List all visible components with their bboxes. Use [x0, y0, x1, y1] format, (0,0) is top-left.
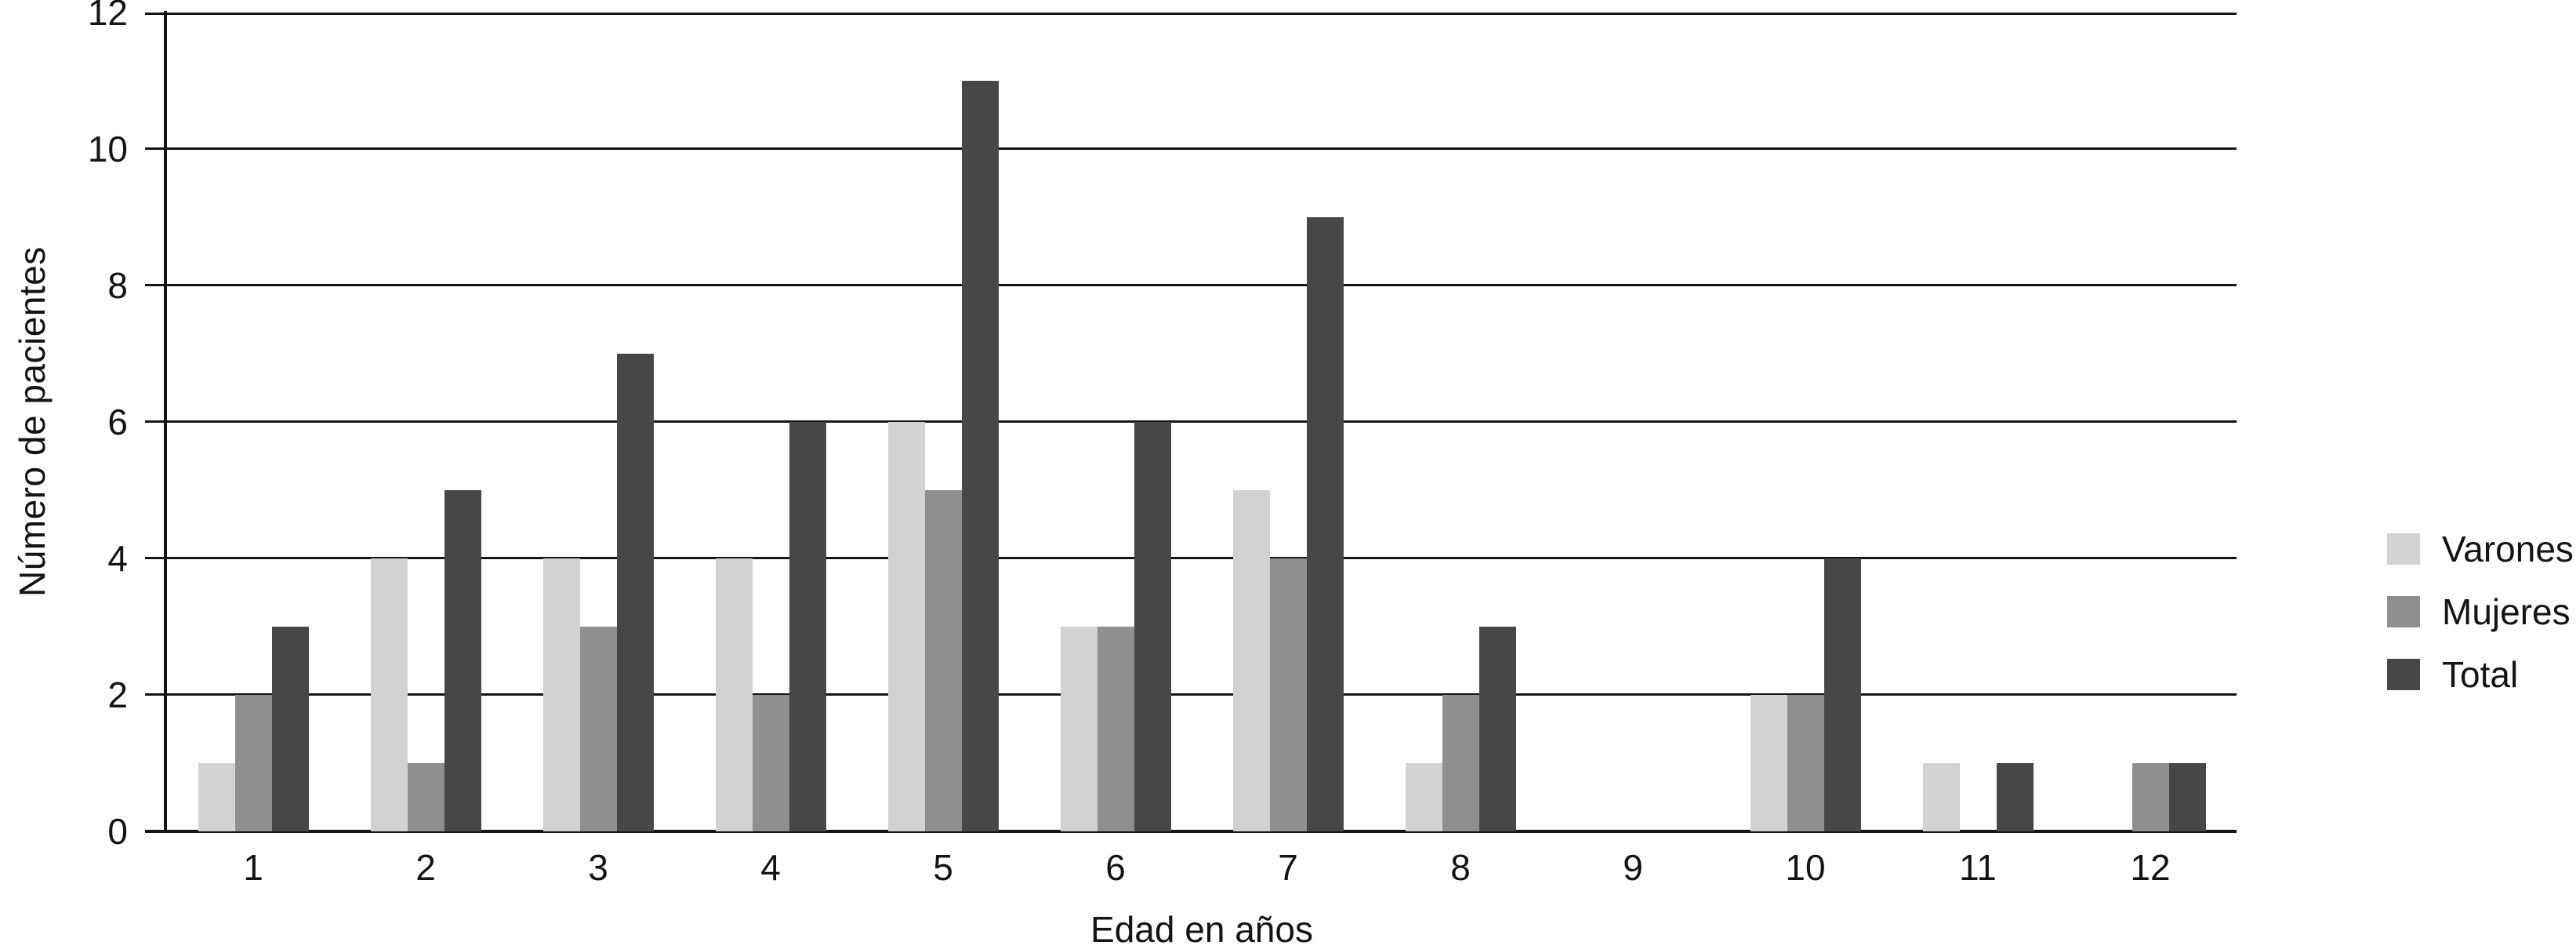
x-tick-label-11: 11: [1959, 847, 1997, 888]
bar-mujeres-age-12: [2132, 763, 2169, 831]
gridline-layer: [145, 13, 2237, 833]
bar-total-age-10: [1823, 558, 1861, 831]
bar-mujeres-age-2: [407, 763, 444, 831]
y-gridline-12: [145, 13, 2237, 15]
bar-varones-age-2: [370, 558, 408, 831]
bar-varones-age-4: [715, 558, 753, 831]
y-gridline-2: [145, 693, 2237, 696]
bar-group-age-8: [1374, 13, 1547, 831]
bar-varones-age-11: [1922, 763, 1960, 831]
legend-swatch-total: [2387, 659, 2420, 690]
x-tick-label-1: 1: [243, 847, 263, 888]
y-gridline-6: [145, 420, 2237, 423]
bar-total-age-5: [961, 81, 999, 831]
bar-group-age-4: [684, 13, 857, 831]
bar-group-age-6: [1029, 13, 1202, 831]
bar-varones-age-6: [1060, 627, 1098, 831]
bar-total-age-7: [1306, 217, 1344, 831]
x-tick-label-7: 7: [1278, 847, 1298, 888]
bar-mujeres-age-10: [1787, 695, 1824, 831]
bar-total-age-4: [789, 422, 826, 831]
legend-item-varones: Varones: [2387, 529, 2574, 569]
y-tick-label-6: 6: [107, 402, 128, 442]
legend-item-total: Total: [2387, 654, 2574, 695]
bar-total-age-3: [616, 354, 654, 831]
y-tick-label-8: 8: [107, 265, 128, 306]
bar-total-age-12: [2168, 763, 2206, 831]
bar-group-age-3: [512, 13, 684, 831]
bar-varones-age-8: [1405, 763, 1442, 831]
y-gridline-8: [145, 284, 2237, 286]
bar-group-age-11: [1892, 13, 2064, 831]
bar-mujeres-age-3: [579, 627, 617, 831]
bar-varones-age-5: [887, 422, 925, 831]
y-tick-label-2: 2: [107, 674, 128, 715]
x-tick-label-4: 4: [760, 847, 781, 888]
x-tick-label-9: 9: [1623, 847, 1643, 888]
bar-group-age-5: [857, 13, 1029, 831]
bar-group-age-10: [1719, 13, 1892, 831]
legend-label-mujeres: Mujeres: [2442, 591, 2571, 632]
legend-swatch-varones: [2387, 533, 2420, 565]
x-tick-label-3: 3: [588, 847, 608, 888]
bar-mujeres-age-1: [234, 695, 272, 831]
legend: Varones Mujeres Total: [2387, 529, 2574, 722]
bar-mujeres-age-7: [1269, 558, 1307, 831]
bar-total-age-1: [271, 627, 309, 831]
bar-group-age-12: [2064, 13, 2237, 831]
bar-group-age-9: [1547, 13, 1719, 831]
bar-mujeres-age-4: [752, 695, 789, 831]
y-gridline-0: [145, 830, 2237, 833]
y-tick-label-4: 4: [107, 538, 128, 579]
x-tick-label-6: 6: [1105, 847, 1126, 888]
bar-varones-age-7: [1232, 490, 1270, 831]
bar-varones-age-1: [198, 763, 235, 831]
bar-mujeres-age-6: [1097, 627, 1134, 831]
y-gridline-10: [145, 147, 2237, 150]
x-tick-label-10: 10: [1785, 847, 1826, 888]
bar-varones-age-3: [542, 558, 580, 831]
legend-swatch-mujeres: [2387, 596, 2420, 627]
plot-area: [167, 13, 2237, 831]
y-tick-label-0: 0: [107, 811, 128, 852]
bar-group-age-1: [167, 13, 339, 831]
bar-total-age-6: [1134, 422, 1171, 831]
bar-total-age-8: [1478, 627, 1516, 831]
legend-label-total: Total: [2442, 654, 2519, 695]
y-tick-label-12: 12: [87, 0, 128, 33]
x-tick-label-12: 12: [2130, 847, 2171, 888]
bar-mujeres-age-8: [1442, 695, 1479, 831]
x-axis-tick-labels: 1 2 3 4 5 6 7 8 9 10 11 12: [167, 849, 2237, 886]
x-tick-label-8: 8: [1450, 847, 1471, 888]
y-axis-title: Número de pacientes: [12, 246, 53, 598]
legend-label-varones: Varones: [2442, 529, 2574, 569]
legend-item-mujeres: Mujeres: [2387, 591, 2574, 632]
bar-total-age-11: [1996, 763, 2034, 831]
bar-mujeres-age-5: [924, 490, 962, 831]
y-axis-tick-labels: 0 2 4 6 8 10 12: [0, 0, 128, 849]
x-axis-title: Edad en años: [1090, 909, 1313, 949]
y-axis-line: [164, 11, 167, 833]
bar-total-age-2: [444, 490, 481, 831]
y-gridline-4: [145, 557, 2237, 559]
y-tick-label-10: 10: [87, 129, 128, 169]
bar-group-age-7: [1202, 13, 1374, 831]
bar-varones-age-10: [1750, 695, 1787, 831]
bar-group-age-2: [339, 13, 512, 831]
x-tick-label-5: 5: [933, 847, 953, 888]
x-tick-label-2: 2: [415, 847, 436, 888]
